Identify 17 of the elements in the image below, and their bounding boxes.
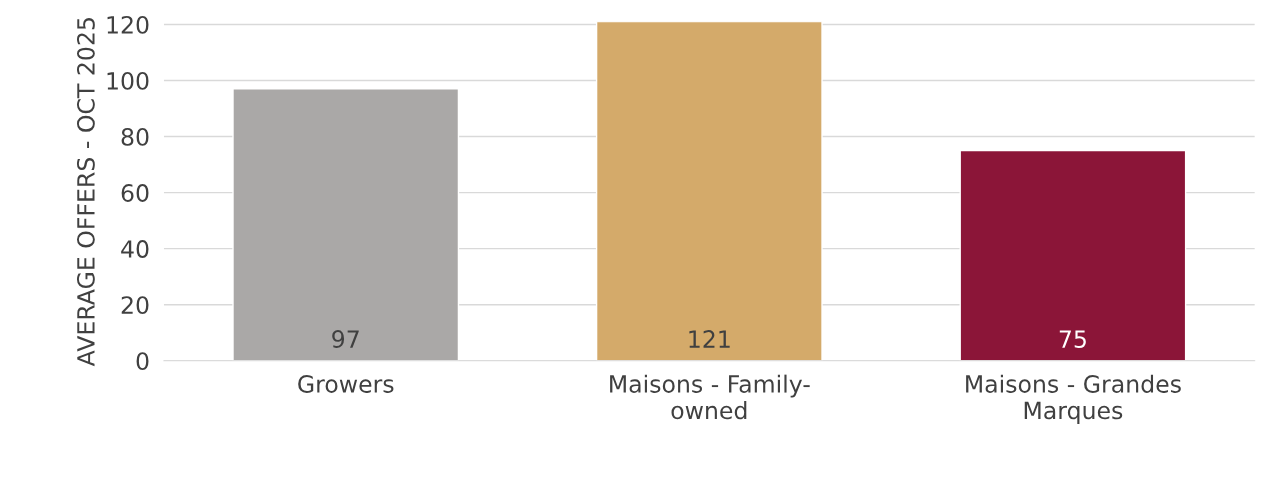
y-tick-label: 0 — [136, 352, 149, 371]
y-tick-label: 80 — [121, 127, 149, 146]
y-tick-label: 100 — [107, 71, 149, 90]
bar — [232, 88, 460, 361]
bar — [595, 21, 823, 361]
x-tick-label: Maisons - Grandes Marques — [966, 374, 1181, 424]
data-label: 75 — [1059, 330, 1086, 348]
y-tick-label: 120 — [107, 15, 149, 34]
data-label: 121 — [689, 330, 730, 348]
x-tick-label: Maisons - Family-owned — [610, 374, 810, 420]
bar — [959, 149, 1187, 361]
y-axis-title: AVERAGE OFFERS - OCT 2025 — [76, 18, 95, 367]
y-tick-label: 60 — [121, 184, 149, 202]
y-tick-label: 40 — [121, 240, 149, 258]
x-tick-label: Growers — [298, 375, 394, 393]
data-label: 97 — [332, 330, 359, 348]
y-tick-label: 20 — [121, 296, 149, 315]
